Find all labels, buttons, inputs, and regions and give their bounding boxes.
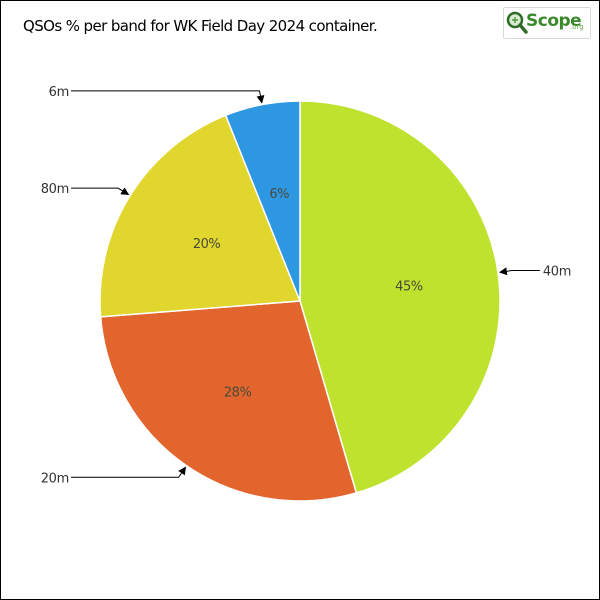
pie-slice-6m (224, 100, 301, 302)
leader-line-40m (498, 267, 540, 276)
category-label-40m: 40m (543, 265, 571, 280)
leader-line-20m (71, 466, 187, 478)
pie-slice-40m (299, 100, 501, 494)
leader-line-6m (71, 90, 265, 104)
category-label-20m: 20m (41, 471, 69, 486)
pct-label-80m: 20% (193, 237, 221, 252)
logo-text: Scope (526, 11, 582, 31)
category-label-6m: 6m (49, 85, 69, 100)
pct-label-40m: 45% (395, 279, 423, 294)
category-label-80m: 80m (41, 182, 69, 197)
pie-slice-80m (99, 114, 302, 318)
pct-label-6m: 6% (269, 187, 289, 202)
qscope-logo: Scope .org (503, 7, 591, 39)
magnifier-icon (506, 11, 528, 34)
pct-label-20m: 28% (224, 386, 252, 401)
pie-slice-20m (99, 300, 358, 502)
logo-sub: .org (570, 23, 584, 31)
chart-title: QSOs % per band for WK Field Day 2024 co… (23, 17, 378, 35)
leader-line-80m (71, 187, 130, 196)
